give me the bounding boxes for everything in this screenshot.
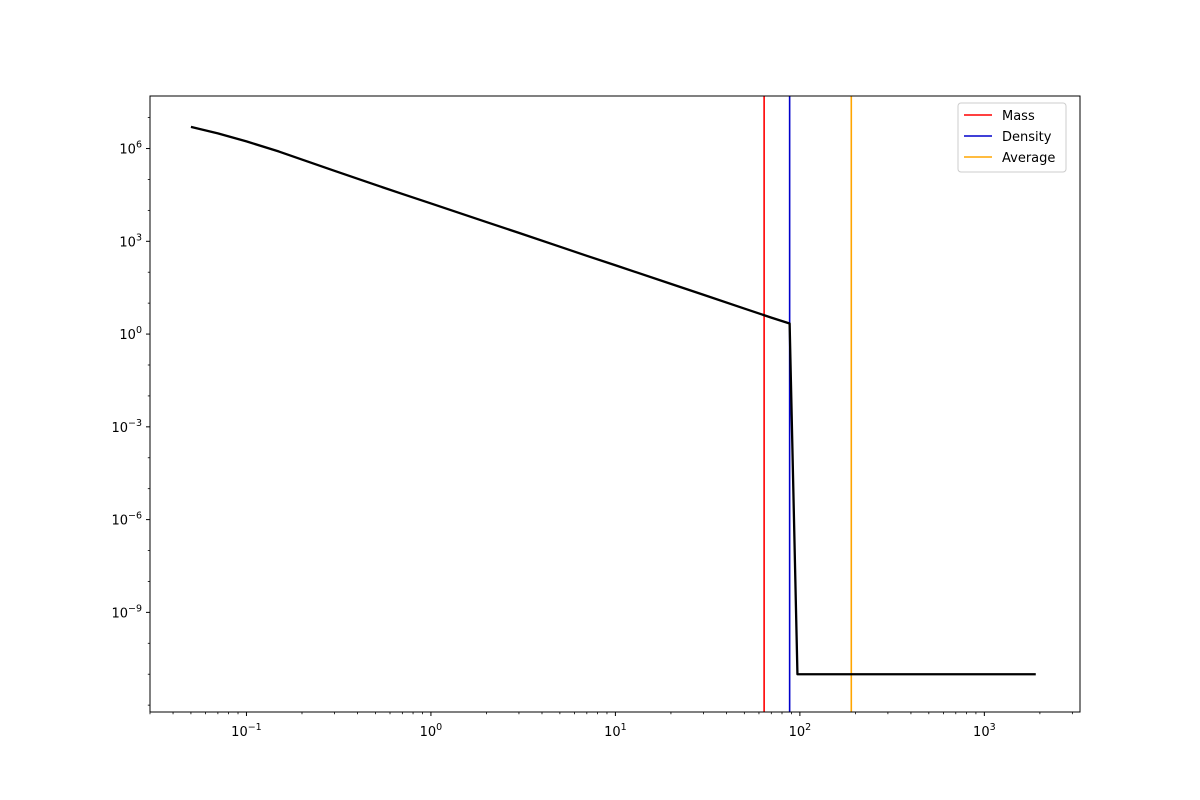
axes: 10−1 100 101 102 103 106 103 100 10−3 10−6 10−9: [111, 95, 1081, 740]
plot-area: [190, 96, 1036, 712]
x-tick-label: 102: [789, 722, 812, 740]
data-curve: [190, 125, 1036, 676]
x-tick-label: 100: [420, 722, 443, 740]
y-tick-label: 10−6: [111, 511, 142, 529]
y-tick-label: 10−9: [111, 603, 142, 621]
y-tick-label: 106: [119, 140, 142, 158]
legend-label-mass: Mass: [1002, 109, 1035, 124]
x-tick-label: 101: [604, 722, 627, 740]
y-tick-label: 10−3: [111, 418, 142, 436]
legend-label-density: Density: [1002, 130, 1052, 145]
legend: Mass Density Average: [957, 102, 1067, 173]
legend-label-average: Average: [1002, 151, 1055, 166]
x-tick-label: 103: [973, 722, 996, 740]
y-tick-label: 103: [119, 232, 142, 250]
x-tick-label: 10−1: [231, 722, 262, 740]
legend-box: [957, 102, 1067, 173]
y-tick-label: 100: [119, 325, 142, 343]
plot-content: [190, 96, 1036, 712]
